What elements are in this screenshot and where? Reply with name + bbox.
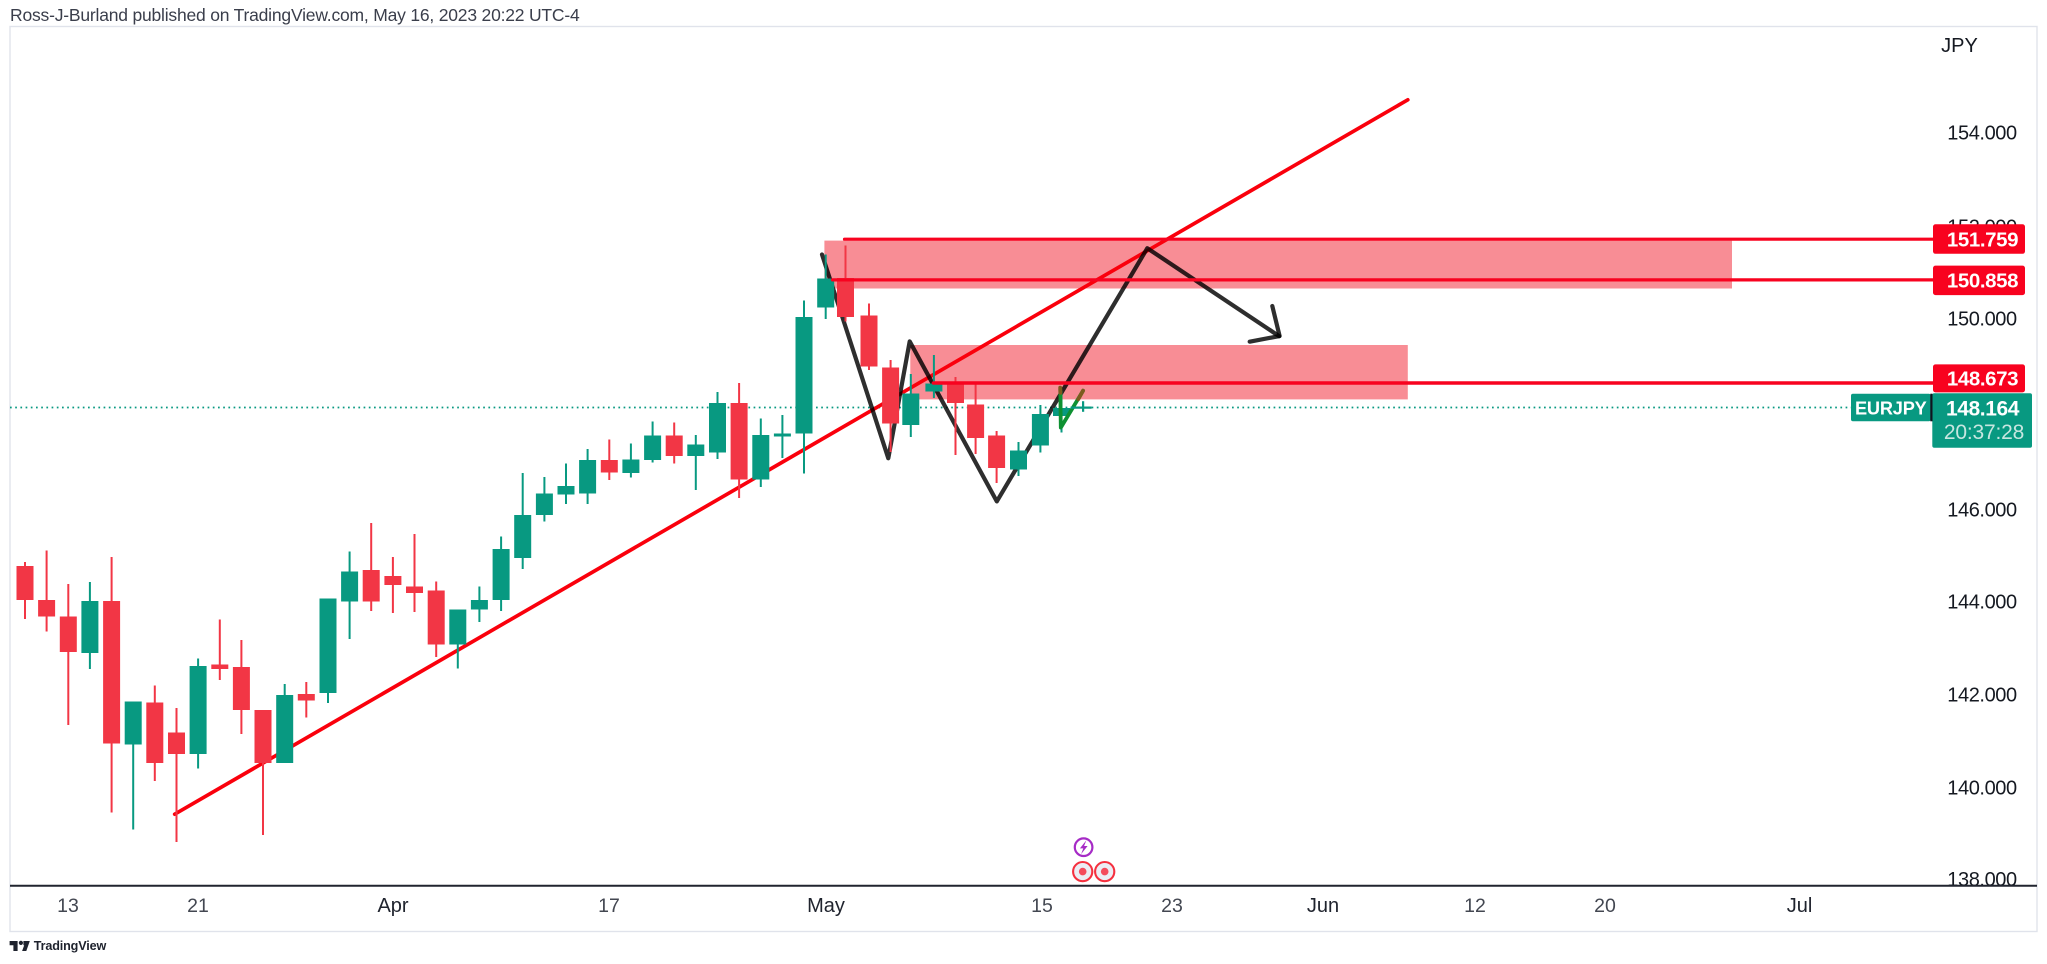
svg-text:JPY: JPY	[1941, 35, 1978, 57]
svg-text:May: May	[807, 895, 845, 917]
svg-text:21: 21	[187, 895, 209, 917]
svg-text:17: 17	[598, 895, 620, 917]
svg-text:Apr: Apr	[377, 895, 408, 917]
svg-text:Jun: Jun	[1307, 895, 1339, 917]
svg-text:20:37:28: 20:37:28	[1944, 421, 2024, 444]
svg-text:23: 23	[1161, 895, 1183, 917]
svg-text:148.673: 148.673	[1947, 368, 2018, 391]
svg-text:12: 12	[1464, 895, 1486, 917]
svg-text:138.000: 138.000	[1947, 869, 2017, 891]
svg-text:148.164: 148.164	[1946, 397, 2020, 420]
svg-text:146.000: 146.000	[1947, 499, 2017, 521]
svg-text:144.000: 144.000	[1947, 591, 2017, 613]
svg-text:Ross-J-Burland published on Tr: Ross-J-Burland published on TradingView.…	[10, 5, 580, 25]
svg-text:TradingView: TradingView	[34, 939, 107, 953]
svg-text:EURJPY: EURJPY	[1855, 398, 1927, 418]
svg-text:140.000: 140.000	[1947, 777, 2017, 799]
svg-text:13: 13	[57, 895, 79, 917]
svg-text:151.759: 151.759	[1947, 228, 2018, 251]
svg-text:150.858: 150.858	[1947, 270, 2018, 293]
svg-text:Jul: Jul	[1787, 895, 1813, 917]
svg-text:15: 15	[1031, 895, 1053, 917]
svg-text:154.000: 154.000	[1947, 122, 2017, 144]
svg-text:150.000: 150.000	[1947, 308, 2017, 330]
svg-text:142.000: 142.000	[1947, 684, 2017, 706]
svg-text:20: 20	[1594, 895, 1616, 917]
